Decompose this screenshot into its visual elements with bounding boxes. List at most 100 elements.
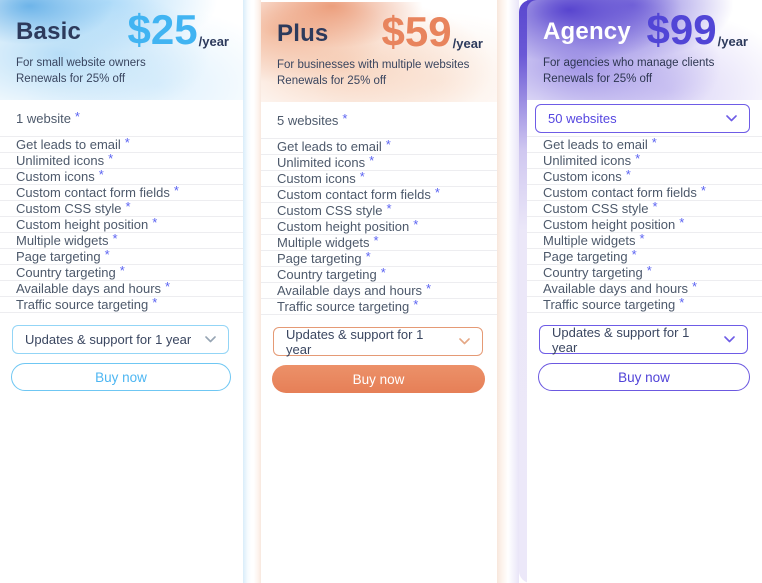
chevron-down-icon — [726, 114, 737, 121]
feature-label: Get leads to email — [543, 137, 648, 152]
feature-label: Multiple widgets — [16, 233, 109, 248]
buy-now-button[interactable]: Buy now — [272, 365, 485, 393]
price-period: /year — [452, 36, 483, 51]
feature-label: Available days and hours — [16, 281, 162, 296]
feature-label: Custom contact form fields — [277, 187, 431, 202]
plan-header: Basic $25 /year For small website owners… — [0, 0, 243, 100]
feature-label: Traffic source targeting — [277, 299, 410, 314]
feature-label: Custom icons — [277, 171, 356, 186]
feature-label: Traffic source targeting — [543, 297, 676, 312]
support-dropdown[interactable]: Updates & support for 1 year — [273, 327, 483, 357]
plan-card-basic: Basic $25 /year For small website owners… — [0, 0, 243, 583]
feature-row: Traffic source targeting * — [527, 295, 762, 313]
support-dropdown[interactable]: Updates & support for 1 year — [539, 325, 748, 355]
feature-row: Multiple widgets * — [527, 231, 762, 249]
feature-asterisk: * — [124, 135, 130, 150]
feature-row: Custom icons * — [261, 169, 497, 187]
feature-row: Available days and hours * — [0, 279, 243, 297]
feature-label: Get leads to email — [277, 139, 382, 154]
chevron-down-icon — [459, 338, 470, 345]
plan-card-agency-highlight-frame: Agency $99 /year For agencies who manage… — [519, 0, 762, 583]
feature-label: Available days and hours — [277, 283, 423, 298]
feature-label: Unlimited icons — [16, 153, 105, 168]
feature-label: Page targeting — [543, 249, 628, 264]
feature-asterisk: * — [365, 249, 371, 264]
price: $99 /year — [647, 7, 748, 52]
feature-asterisk: * — [385, 137, 391, 152]
plan-card-plus: Plus $59 /year For businesses with multi… — [261, 2, 497, 583]
plan-card-agency: Agency $99 /year For agencies who manage… — [527, 0, 762, 583]
plan-title: Plus — [277, 20, 329, 47]
feature-asterisk: * — [112, 231, 118, 246]
buy-now-button[interactable]: Buy now — [11, 363, 231, 391]
feature-row: Custom icons * — [527, 167, 762, 185]
feature-label: Custom icons — [16, 169, 95, 184]
feature-asterisk: * — [386, 201, 392, 216]
feature-row: Country targeting * — [0, 263, 243, 281]
feature-label: Custom CSS style — [543, 201, 649, 216]
support-dropdown-value: Updates & support for 1 year — [25, 332, 192, 347]
price: $59 /year — [381, 8, 483, 55]
feature-asterisk: * — [152, 295, 158, 310]
feature-asterisk: * — [631, 247, 637, 262]
feature-row: Traffic source targeting * — [261, 297, 497, 315]
feature-asterisk: * — [380, 265, 386, 280]
buy-now-button[interactable]: Buy now — [538, 363, 750, 391]
plan-title: Agency — [543, 18, 631, 45]
feature-asterisk: * — [342, 110, 348, 126]
websites-dropdown-value: 50 websites — [548, 110, 617, 126]
feature-row: Country targeting * — [261, 265, 497, 283]
websites-dropdown[interactable]: 50 websites — [535, 103, 750, 133]
price-amount: $25 — [127, 6, 198, 53]
feature-asterisk: * — [74, 108, 80, 124]
plan-description: For agencies who manage clients Renewals… — [527, 52, 762, 88]
plan-description-line: For businesses with multiple websites — [277, 59, 470, 72]
feature-row: Custom contact form fields * — [0, 183, 243, 201]
feature-label: Custom contact form fields — [16, 185, 170, 200]
websites-label: 1 website — [16, 110, 71, 126]
price-amount: $59 — [381, 8, 452, 55]
feature-row: Custom CSS style * — [527, 199, 762, 217]
feature-asterisk: * — [679, 215, 685, 230]
plan-description-line: For agencies who manage clients — [543, 57, 715, 70]
feature-asterisk: * — [165, 279, 171, 294]
plan-description: For businesses with multiple websites Re… — [261, 54, 497, 90]
feature-row: Multiple widgets * — [0, 231, 243, 249]
plan-title: Basic — [16, 18, 82, 45]
feature-asterisk: * — [646, 263, 652, 278]
feature-asterisk: * — [692, 279, 698, 294]
support-dropdown[interactable]: Updates & support for 1 year — [12, 325, 229, 354]
feature-row: Page targeting * — [261, 249, 497, 267]
feature-asterisk: * — [679, 295, 685, 310]
feature-row: Multiple widgets * — [261, 233, 497, 251]
feature-row: Get leads to email * — [261, 137, 497, 155]
plan-description-line: Renewals for 25% off — [277, 75, 387, 88]
feature-asterisk: * — [700, 183, 706, 198]
feature-label: Get leads to email — [16, 137, 121, 152]
feature-label: Custom CSS style — [277, 203, 383, 218]
feature-asterisk: * — [108, 151, 114, 166]
websites-row: 1 website * — [0, 100, 243, 137]
feature-asterisk: * — [635, 151, 641, 166]
feature-row: Page targeting * — [527, 247, 762, 265]
price-period: /year — [198, 34, 229, 49]
feature-label: Country targeting — [277, 267, 377, 282]
feature-label: Custom contact form fields — [543, 185, 697, 200]
plan-description-line: Renewals for 25% off — [16, 73, 126, 86]
feature-asterisk: * — [625, 167, 631, 182]
feature-label: Custom height position — [16, 217, 149, 232]
feature-label: Unlimited icons — [543, 153, 632, 168]
plan-header: Agency $99 /year For agencies who manage… — [527, 0, 762, 100]
card-gap — [497, 0, 519, 583]
feature-row: Custom height position * — [527, 215, 762, 233]
feature-row: Custom height position * — [0, 215, 243, 233]
feature-asterisk: * — [119, 263, 125, 278]
feature-row: Available days and hours * — [261, 281, 497, 299]
websites-row: 5 websites * — [261, 102, 497, 139]
feature-label: Unlimited icons — [277, 155, 366, 170]
feature-row: Get leads to email * — [527, 135, 762, 153]
feature-row: Custom icons * — [0, 167, 243, 185]
feature-list: Get leads to email * Unlimited icons * Custo… — [0, 135, 243, 313]
feature-asterisk: * — [413, 297, 419, 312]
feature-row: Custom CSS style * — [261, 201, 497, 219]
